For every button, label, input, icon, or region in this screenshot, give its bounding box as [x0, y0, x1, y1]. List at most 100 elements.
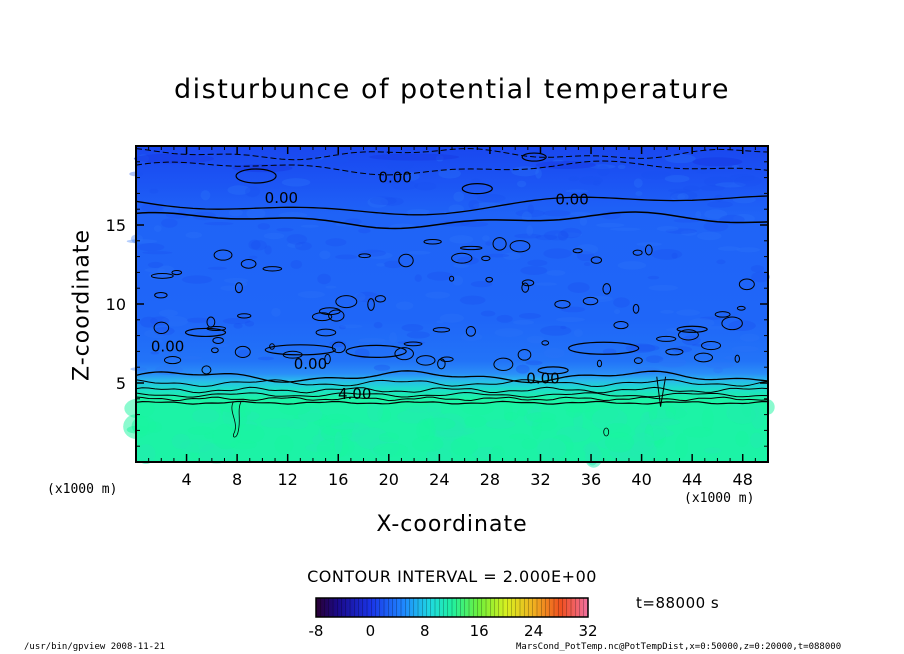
field-noise: [257, 223, 270, 230]
field-noise: [147, 261, 164, 268]
field-noise: [425, 291, 451, 299]
heatmap-field: [123, 146, 775, 468]
contour-blob: [358, 253, 371, 259]
field-noise: [704, 325, 728, 330]
contour-line: [135, 396, 769, 402]
contour-blob: [493, 357, 514, 372]
field-noise: [233, 280, 248, 287]
field-noise-lower: [647, 418, 680, 426]
field-noise: [439, 313, 464, 323]
colorbar-tick-label: 32: [578, 622, 597, 640]
contour-label: 0.00: [265, 189, 298, 207]
contour-blob: [416, 355, 436, 366]
colorbar-tick-label: 24: [524, 622, 543, 640]
field-noise-lower: [260, 418, 295, 428]
field-noise: [482, 235, 490, 242]
field-noise: [597, 165, 610, 176]
field-noise: [664, 154, 696, 164]
field-noise: [142, 251, 173, 255]
field-noise: [734, 175, 762, 187]
contour-label: 0.00: [294, 355, 327, 373]
contour-loop: [231, 401, 242, 438]
field-noise: [645, 355, 664, 363]
field-noise-lower: [516, 409, 528, 417]
field-noise: [436, 320, 444, 324]
field-noise: [448, 204, 464, 214]
field-noise: [518, 313, 541, 319]
field-noise: [263, 232, 285, 240]
contour-blob: [714, 311, 731, 318]
contour-blob: [736, 305, 746, 311]
contour-blob: [481, 255, 491, 262]
field-noise: [158, 309, 178, 317]
field-noise: [543, 210, 571, 217]
field-noise: [579, 176, 603, 185]
field-noise-lower: [313, 418, 344, 427]
contour-interval-text: CONTOUR INTERVAL = 2.000E+00: [307, 567, 597, 586]
contour-blob: [211, 347, 219, 354]
footer-right: MarsCond_PotTemp.nc@PotTempDist,x=0:5000…: [516, 642, 842, 652]
field-noise: [670, 190, 698, 201]
contour-blob: [590, 256, 603, 264]
field-noise: [602, 348, 617, 355]
contour-label: 0.00: [151, 338, 184, 356]
field-noise: [589, 164, 616, 169]
contour-blob: [335, 295, 358, 309]
field-noise: [137, 243, 165, 252]
contour-lines: [135, 148, 769, 438]
field-noise: [731, 345, 759, 352]
contour-blob: [644, 244, 653, 256]
field-noise: [250, 240, 267, 251]
field-noise: [494, 328, 524, 338]
field-dark-patch: [369, 153, 460, 161]
field-dark-patch: [692, 157, 743, 167]
field-noise: [705, 361, 735, 369]
field-noise: [617, 164, 626, 170]
field-noise: [617, 261, 647, 270]
contour-blob: [324, 353, 331, 365]
field-noise: [438, 168, 461, 179]
x-tick-label: 48: [733, 470, 753, 489]
field-noise: [647, 275, 660, 280]
contour-line: [135, 195, 769, 216]
field-noise-lower: [682, 426, 714, 438]
field-noise: [246, 208, 266, 220]
y-tick-label: 15: [106, 216, 126, 235]
field-noise: [540, 325, 572, 336]
field-noise: [395, 301, 414, 311]
contour-blob: [315, 328, 337, 337]
field-noise: [369, 196, 397, 205]
field-noise: [139, 316, 158, 328]
field-noise: [293, 358, 321, 365]
contour-blob: [721, 316, 743, 331]
field-noise: [641, 170, 671, 180]
field-noise: [223, 277, 249, 284]
field-noise: [567, 282, 590, 293]
field-noise: [185, 231, 203, 239]
field-noise: [569, 211, 591, 216]
field-noise: [141, 203, 163, 213]
field-noise-lower: [367, 400, 383, 422]
contour-blob: [367, 298, 375, 311]
field-noise: [182, 355, 203, 360]
contour-blob: [154, 291, 168, 299]
field-noise: [739, 333, 760, 342]
field-noise: [391, 181, 418, 190]
contour-blob: [632, 303, 640, 314]
field-noise: [385, 159, 414, 171]
field-noise-lower: [485, 419, 516, 429]
field-noise-lower: [629, 432, 655, 453]
chart-title: disturbunce of potential temperature: [174, 74, 730, 105]
contour-blob: [554, 299, 571, 309]
contour-blob: [485, 276, 494, 283]
field-noise: [656, 225, 679, 232]
field-noise: [514, 233, 542, 239]
field-noise: [613, 297, 630, 308]
field-noise-lower: [526, 411, 557, 423]
contour-blob: [613, 321, 629, 330]
field-noise: [207, 266, 227, 270]
field-noise: [668, 188, 691, 193]
x-tick-label: 44: [682, 470, 702, 489]
field-noise: [155, 339, 164, 344]
